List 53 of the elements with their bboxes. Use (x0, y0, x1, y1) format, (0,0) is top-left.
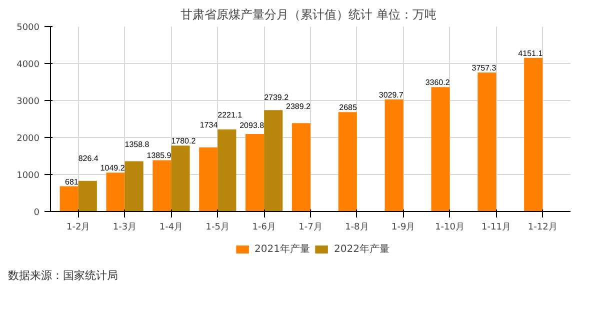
data-label: 4151.1 (518, 48, 544, 58)
data-label: 2221.1 (218, 110, 243, 120)
bar (478, 72, 496, 212)
data-label: 1734 (200, 120, 218, 130)
bar (292, 123, 310, 212)
legend-label: 2021年产量 (254, 242, 310, 256)
bar (246, 134, 264, 212)
x-tick-label: 1-3月 (112, 222, 137, 232)
data-label: 3757.3 (472, 63, 497, 72)
x-tick-label: 1-5月 (206, 222, 230, 232)
bar (524, 58, 543, 212)
data-label: 2739.2 (264, 93, 290, 102)
data-label: 826.4 (78, 154, 99, 163)
x-tick-label: 1-10月 (435, 222, 465, 232)
bar (384, 99, 404, 212)
bar (171, 146, 190, 212)
data-label: 3029.7 (378, 90, 404, 100)
bar (152, 160, 172, 212)
bar (338, 112, 357, 212)
chart-title: 甘肃省原煤产量分月（累计值）统计 单位：万吨 (180, 8, 437, 22)
bar (60, 186, 78, 212)
bar (124, 161, 144, 212)
x-tick-label: 1-7月 (298, 222, 322, 232)
data-label: 1780.2 (171, 136, 196, 146)
y-tick-label: 4000 (16, 60, 40, 70)
x-tick-label: 1-4月 (159, 222, 184, 232)
y-tick-label: 5000 (16, 23, 40, 33)
bar (264, 110, 283, 212)
bar (78, 180, 97, 212)
x-tick-label: 1-9月 (392, 222, 416, 232)
x-tick-label: 1-6月 (252, 222, 276, 232)
x-tick-label: 1-2月 (66, 222, 90, 232)
y-tick-label: 0 (34, 208, 40, 218)
data-label: 1385.9 (146, 151, 172, 160)
data-label: 1049.2 (100, 164, 126, 173)
data-label: 2093.8 (240, 121, 265, 130)
data-label: 2685 (339, 103, 358, 112)
bar (218, 129, 236, 212)
x-tick-label: 1-8月 (345, 222, 369, 232)
data-label: 1358.8 (124, 140, 150, 150)
bar (106, 172, 125, 212)
bar (199, 147, 218, 212)
source-note: 数据来源：国家统计局 (8, 268, 118, 284)
y-tick-label: 1000 (16, 171, 40, 181)
y-tick-label: 2000 (16, 134, 40, 144)
legend-label: 2022年产量 (334, 242, 390, 256)
y-tick-label: 3000 (16, 97, 40, 107)
data-label: 681 (65, 177, 79, 186)
bar (431, 87, 450, 212)
data-label: 2389.2 (286, 102, 312, 112)
x-tick-label: 1-12月 (528, 222, 558, 232)
x-tick-label: 1-11月 (482, 222, 511, 232)
data-label: 3360.2 (425, 78, 450, 88)
